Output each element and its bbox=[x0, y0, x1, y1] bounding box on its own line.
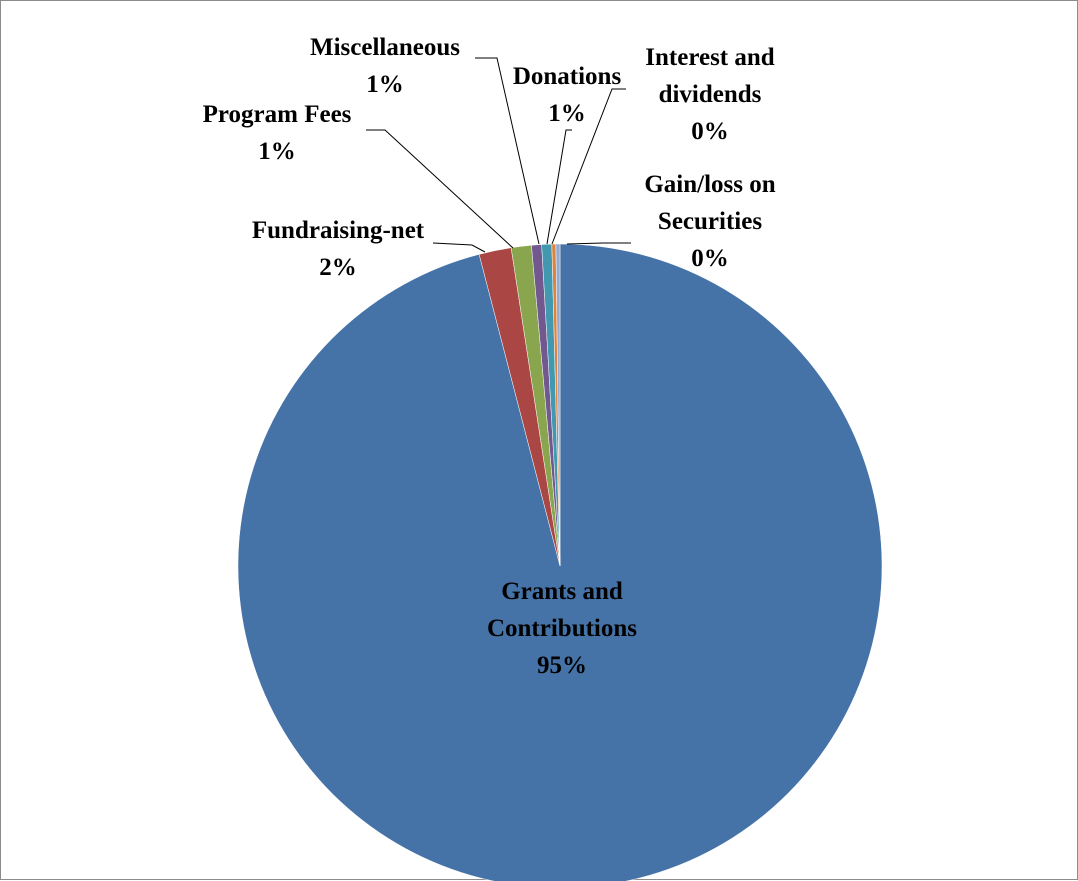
data-label-name: Interest and bbox=[645, 44, 775, 71]
data-label-percent: 1% bbox=[366, 71, 404, 98]
leader-line-donations bbox=[546, 129, 572, 245]
leader-lines bbox=[366, 57, 631, 253]
data-label-interest-and-dividends: Interest and dividends 0% bbox=[645, 44, 775, 145]
data-label-name: dividends bbox=[659, 81, 762, 108]
data-label-name: Gain/loss on bbox=[644, 171, 775, 198]
leader-line-program-fees bbox=[366, 129, 514, 249]
data-label-name: Donations bbox=[513, 63, 622, 90]
data-label-gain-loss-on-securities: Gain/loss on Securities 0% bbox=[644, 171, 775, 272]
data-label-percent: 95% bbox=[537, 652, 587, 679]
data-label-percent: 0% bbox=[691, 118, 729, 145]
pie-slices bbox=[237, 243, 883, 881]
data-label-name: Grants and bbox=[501, 578, 623, 605]
data-label-percent: 1% bbox=[258, 138, 296, 165]
data-label-name: Securities bbox=[658, 208, 762, 235]
data-label-name: Program Fees bbox=[203, 101, 352, 128]
pie-slice-gain-loss-on-securities bbox=[555, 243, 561, 567]
leader-line-interest-and-dividends bbox=[551, 88, 626, 245]
data-labels: Grants and Contributions 95% Fundraising-ne… bbox=[203, 34, 776, 679]
data-label-percent: 2% bbox=[319, 254, 357, 281]
data-label-fundraising-net: Fundraising-net 2% bbox=[252, 217, 425, 281]
data-label-percent: 0% bbox=[691, 245, 729, 272]
data-label-percent: 1% bbox=[548, 100, 586, 127]
data-label-name: Miscellaneous bbox=[310, 34, 460, 61]
data-label-name: Fundraising-net bbox=[252, 217, 425, 244]
leader-line-miscellaneous bbox=[475, 57, 540, 245]
data-label-grants-and-contributions: Grants and Contributions 95% bbox=[487, 578, 637, 679]
data-label-program-fees: Program Fees 1% bbox=[203, 101, 352, 165]
data-label-name: Contributions bbox=[487, 615, 637, 642]
data-label-donations: Donations 1% bbox=[513, 63, 622, 127]
leader-line-gain-loss-on-securities bbox=[566, 242, 631, 245]
leader-line-fundraising-net bbox=[432, 242, 486, 253]
data-label-miscellaneous: Miscellaneous 1% bbox=[310, 34, 460, 98]
